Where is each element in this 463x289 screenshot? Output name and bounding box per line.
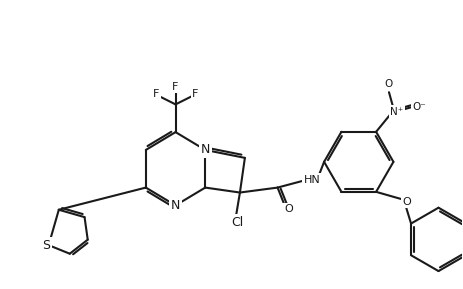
Text: HN: HN [303,175,320,185]
Text: N: N [170,199,180,212]
Text: N: N [200,143,209,156]
Text: O: O [283,204,292,214]
Text: O: O [384,79,392,89]
Text: O⁻: O⁻ [412,102,425,112]
Text: S: S [42,239,50,252]
Text: O: O [401,197,410,207]
Text: F: F [192,90,198,99]
Text: N⁺: N⁺ [389,107,403,117]
Text: F: F [172,81,178,92]
Text: Cl: Cl [230,216,243,229]
Text: F: F [152,90,159,99]
